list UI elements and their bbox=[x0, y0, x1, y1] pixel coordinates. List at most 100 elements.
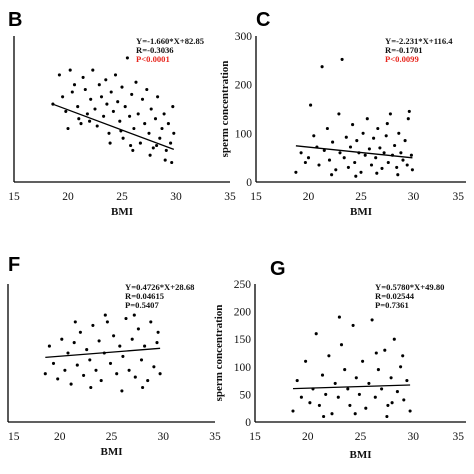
panel-label-g: G bbox=[270, 258, 286, 280]
panel-b-point-47 bbox=[160, 126, 164, 131]
panel-f-point-4 bbox=[56, 377, 60, 381]
panel-c-point-50 bbox=[410, 168, 414, 172]
panel-c-point-54 bbox=[396, 173, 400, 177]
panel-c-point-20 bbox=[348, 145, 353, 149]
panel-b-point-44 bbox=[153, 117, 158, 121]
panel-c-point-51 bbox=[330, 173, 334, 177]
panel-f-point-17 bbox=[97, 339, 101, 343]
panel-g-point-3 bbox=[299, 395, 303, 399]
panel-f-point-38 bbox=[89, 385, 93, 390]
panel-b-point-35 bbox=[134, 80, 138, 84]
panel-f-point-43 bbox=[132, 313, 136, 317]
panel-c-point-55 bbox=[306, 156, 311, 160]
panel-c-point-42 bbox=[395, 165, 399, 169]
panel-c-point-7 bbox=[317, 163, 321, 167]
panel-g-point-44 bbox=[390, 401, 394, 405]
panel-b-point-10 bbox=[81, 75, 85, 79]
panel-c-point-57 bbox=[406, 117, 410, 121]
panel-b-point-54 bbox=[88, 119, 92, 123]
panel-g-xtick-30: 30 bbox=[408, 431, 420, 443]
panel-g-point-28 bbox=[380, 387, 384, 391]
panel-g-point-34 bbox=[399, 365, 403, 369]
panel-c-point-2 bbox=[299, 151, 303, 155]
panel-g-point-27 bbox=[376, 368, 380, 372]
panel-f-point-10 bbox=[75, 363, 79, 367]
panel-b-point-43 bbox=[151, 146, 155, 150]
panel-f-points bbox=[43, 313, 162, 393]
panel-g-point-25 bbox=[370, 318, 374, 322]
panel-b-point-59 bbox=[66, 126, 70, 131]
panel-g-point-31 bbox=[389, 376, 393, 380]
panel-f-point-7 bbox=[66, 351, 70, 355]
panel-b-point-61 bbox=[77, 117, 81, 121]
panel-g-ytick-150: 150 bbox=[234, 334, 252, 346]
panel-g-point-30 bbox=[386, 403, 390, 407]
panel-g-p-value: P=0.7361 bbox=[375, 300, 409, 310]
panel-b-point-62 bbox=[129, 143, 133, 148]
panel-c-yticks: 0 100 200 300 bbox=[235, 31, 253, 189]
panel-f-point-1 bbox=[43, 372, 47, 376]
panel-f-point-6 bbox=[63, 368, 67, 372]
panel-f-point-25 bbox=[121, 354, 125, 358]
panel-g-r-value: R=0.02544 bbox=[375, 291, 415, 301]
panel-b-point-13 bbox=[89, 97, 93, 101]
panel-g-point-29 bbox=[383, 348, 387, 352]
panel-g-points bbox=[291, 315, 412, 419]
panel-b-point-36 bbox=[136, 112, 140, 116]
panel-f-point-3 bbox=[51, 361, 56, 365]
panel-c-point-29 bbox=[367, 147, 371, 151]
panel-b-p-value: P<0.0001 bbox=[136, 54, 170, 64]
panel-g-point-33 bbox=[395, 390, 399, 394]
panel-f-point-44 bbox=[156, 330, 160, 334]
panel-f-xtick-20: 20 bbox=[54, 431, 66, 443]
panel-f-point-31 bbox=[139, 358, 144, 362]
panel-c-xtick-25: 25 bbox=[355, 191, 367, 203]
panel-b-point-32 bbox=[128, 114, 132, 118]
panel-g-point-15 bbox=[339, 343, 344, 347]
panel-g-point-16 bbox=[343, 368, 347, 372]
panel-c-point-5 bbox=[312, 134, 316, 138]
panel-c-point-8 bbox=[320, 65, 324, 69]
panel-c-ytick-200: 200 bbox=[235, 80, 253, 92]
panel-b-point-42 bbox=[149, 107, 153, 111]
panel-c-point-27 bbox=[363, 153, 367, 157]
panel-b-point-38 bbox=[140, 97, 145, 101]
panel-g-ylabel: sperm concentration bbox=[213, 305, 225, 402]
panel-c-point-9 bbox=[322, 148, 326, 152]
panel-b-point-14 bbox=[91, 68, 95, 72]
panel-g-point-32 bbox=[392, 337, 396, 341]
panel-g-point-9 bbox=[320, 373, 325, 377]
panel-c-point-49 bbox=[409, 153, 413, 157]
panel-b-point-4 bbox=[64, 109, 68, 113]
panel-c-xtick-20: 20 bbox=[303, 191, 315, 203]
panel-c-point-11 bbox=[327, 158, 332, 162]
panel-f-point-13 bbox=[85, 348, 89, 352]
panel-c-xtick-35: 35 bbox=[453, 191, 465, 203]
panel-b: B 15 20 25 30 35 BMI Y=-1.660*X+82.85 R=… bbox=[8, 9, 236, 218]
panel-b-point-63 bbox=[155, 143, 159, 148]
panel-c-point-28 bbox=[365, 117, 369, 121]
panel-b-point-3 bbox=[61, 95, 65, 99]
panel-c-point-46 bbox=[403, 139, 407, 143]
panel-f-point-20 bbox=[105, 320, 109, 324]
panel-b-point-5 bbox=[68, 68, 72, 72]
panel-c-ytick-100: 100 bbox=[235, 128, 253, 140]
panel-b-point-48 bbox=[162, 112, 166, 116]
panel-f: F 15 20 25 30 35 BMI Y=0.4726*X+28.68 R=… bbox=[7, 254, 221, 458]
panel-f-point-33 bbox=[146, 379, 150, 383]
panel-b-r-value: R=-0.3036 bbox=[136, 45, 174, 55]
panel-c-point-45 bbox=[401, 158, 405, 162]
panel-c-point-10 bbox=[325, 126, 329, 131]
panel-g-point-35 bbox=[402, 398, 406, 402]
panel-f-equation: Y=0.4726*X+28.68 bbox=[125, 282, 195, 292]
panel-label-f: F bbox=[8, 254, 20, 276]
panel-c-point-43 bbox=[397, 131, 401, 135]
panel-f-point-16 bbox=[94, 368, 98, 372]
panel-g-point-17 bbox=[346, 387, 350, 391]
panel-c-point-34 bbox=[378, 146, 382, 150]
panel-g-xtick-15: 15 bbox=[249, 431, 261, 443]
panel-f-point-2 bbox=[47, 344, 51, 348]
panel-f-regression-line bbox=[45, 347, 161, 359]
panel-f-xtick-15: 15 bbox=[8, 431, 20, 443]
